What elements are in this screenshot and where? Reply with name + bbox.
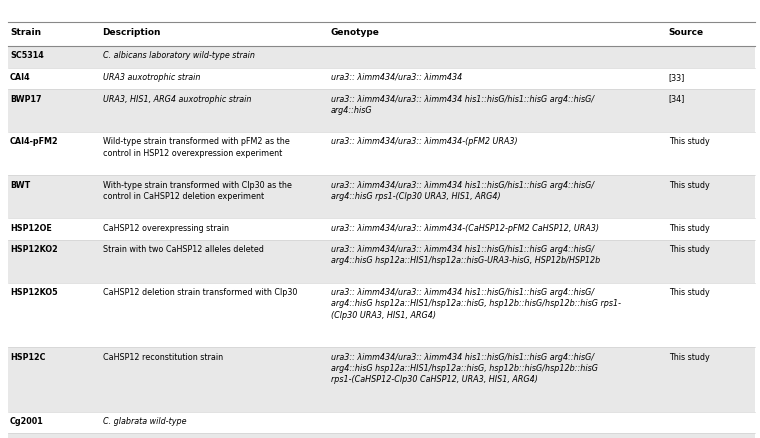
Text: HSP12OE: HSP12OE	[10, 223, 52, 233]
Text: [33]: [33]	[669, 73, 686, 82]
Bar	[8, 22, 755, 46]
Text: ura3:: λimm434/ura3:: λimm434: ura3:: λimm434/ura3:: λimm434	[331, 73, 462, 82]
Text: This study: This study	[669, 245, 710, 254]
Text: Wild-type strain transformed with pFM2 as the
control in HSP12 overexpression ex: Wild-type strain transformed with pFM2 a…	[103, 138, 290, 158]
Text: URA3 auxotrophic strain: URA3 auxotrophic strain	[103, 73, 200, 82]
Text: Cg2001: Cg2001	[10, 417, 43, 426]
Text: ura3:: λimm434/ura3:: λimm434-(pFM2 URA3): ura3:: λimm434/ura3:: λimm434-(pFM2 URA3…	[331, 138, 518, 146]
Bar	[8, 89, 755, 132]
Text: CAI4-pFM2: CAI4-pFM2	[10, 138, 59, 146]
Text: With-type strain transformed with Clp30 as the
control in CaHSP12 deletion exper: With-type strain transformed with Clp30 …	[103, 180, 292, 201]
Bar	[8, 132, 755, 175]
Bar	[8, 240, 755, 283]
Text: CaHSP12 deletion strain transformed with Clp30: CaHSP12 deletion strain transformed with…	[103, 288, 297, 297]
Text: BWT: BWT	[10, 180, 30, 190]
Text: ura3:: λimm434/ura3:: λimm434 his1::hisG/his1::hisG arg4::hisG/
arg4::hisG hsp12: ura3:: λimm434/ura3:: λimm434 his1::hisG…	[331, 288, 621, 320]
Text: C. albicans laboratory wild-type strain: C. albicans laboratory wild-type strain	[103, 52, 255, 60]
Text: C. glabrata wild-type: C. glabrata wild-type	[103, 417, 186, 426]
Text: ura3:: λimm434/ura3:: λimm434 his1::hisG/his1::hisG arg4::hisG/
arg4::hisG hsp12: ura3:: λimm434/ura3:: λimm434 his1::hisG…	[331, 245, 600, 265]
Bar	[8, 433, 755, 438]
Bar	[8, 347, 755, 411]
Text: This study: This study	[669, 180, 710, 190]
Text: BWP17: BWP17	[10, 95, 41, 103]
Text: ura3:: λimm434/ura3:: λimm434 his1::hisG/his1::hisG arg4::hisG/
arg4::hisG hsp12: ura3:: λimm434/ura3:: λimm434 his1::hisG…	[331, 353, 597, 385]
Text: This study: This study	[669, 138, 710, 146]
Text: SC5314: SC5314	[10, 52, 43, 60]
Text: Strain with two CaHSP12 alleles deleted: Strain with two CaHSP12 alleles deleted	[103, 245, 264, 254]
Bar	[8, 411, 755, 433]
Text: This study: This study	[669, 353, 710, 361]
Text: Source: Source	[669, 28, 704, 37]
Text: URA3, HIS1, ARG4 auxotrophic strain: URA3, HIS1, ARG4 auxotrophic strain	[103, 95, 251, 103]
Bar	[8, 67, 755, 89]
Text: Genotype: Genotype	[331, 28, 379, 37]
Bar	[8, 46, 755, 67]
Text: ura3:: λimm434/ura3:: λimm434-(CaHSP12-pFM2 CaHSP12, URA3): ura3:: λimm434/ura3:: λimm434-(CaHSP12-p…	[331, 223, 599, 233]
Bar	[8, 283, 755, 347]
Text: CaHSP12 overexpressing strain: CaHSP12 overexpressing strain	[103, 223, 229, 233]
Text: HSP12C: HSP12C	[10, 353, 46, 361]
Text: [34]: [34]	[669, 95, 686, 103]
Text: Strain: Strain	[10, 28, 41, 37]
Bar	[8, 175, 755, 218]
Text: This study: This study	[669, 288, 710, 297]
Text: Description: Description	[103, 28, 161, 37]
Bar	[8, 218, 755, 240]
Text: HSP12KO5: HSP12KO5	[10, 288, 58, 297]
Text: ura3:: λimm434/ura3:: λimm434 his1::hisG/his1::hisG arg4::hisG/
arg4::hisG rps1-: ura3:: λimm434/ura3:: λimm434 his1::hisG…	[331, 180, 594, 201]
Text: HSP12KO2: HSP12KO2	[10, 245, 58, 254]
Text: CAI4: CAI4	[10, 73, 30, 82]
Text: CaHSP12 reconstitution strain: CaHSP12 reconstitution strain	[103, 353, 223, 361]
Text: This study: This study	[669, 223, 710, 233]
Text: ura3:: λimm434/ura3:: λimm434 his1::hisG/his1::hisG arg4::hisG/
arg4::hisG: ura3:: λimm434/ura3:: λimm434 his1::hisG…	[331, 95, 594, 115]
